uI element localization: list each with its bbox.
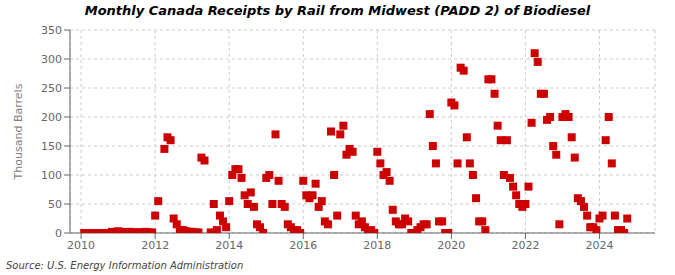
svg-text:2016: 2016	[289, 239, 317, 252]
svg-text:150: 150	[41, 140, 62, 153]
svg-text:2014: 2014	[215, 239, 243, 252]
svg-text:2012: 2012	[141, 239, 169, 252]
svg-text:Thousand Barrels: Thousand Barrels	[12, 83, 25, 180]
html-text:Source: U.S. Energy Informatio: Source: U.S. Energy Information Administ…	[6, 260, 244, 271]
svg-text:2020: 2020	[437, 239, 465, 252]
svg-text:50: 50	[48, 198, 62, 211]
svg-text:300: 300	[41, 53, 62, 66]
svg-text:0: 0	[55, 227, 62, 240]
svg-text:350: 350	[41, 24, 62, 37]
svg-text:250: 250	[41, 82, 62, 95]
svg-text:2010: 2010	[67, 239, 95, 252]
svg-text:200: 200	[41, 111, 62, 124]
svg-text:2018: 2018	[363, 239, 391, 252]
svg-text:2024: 2024	[585, 239, 613, 252]
svg-text:2022: 2022	[511, 239, 539, 252]
html-text:Monthly Canada Receipts by Rai: Monthly Canada Receipts by Rail from Mid…	[84, 3, 591, 18]
svg-text:100: 100	[41, 169, 62, 182]
